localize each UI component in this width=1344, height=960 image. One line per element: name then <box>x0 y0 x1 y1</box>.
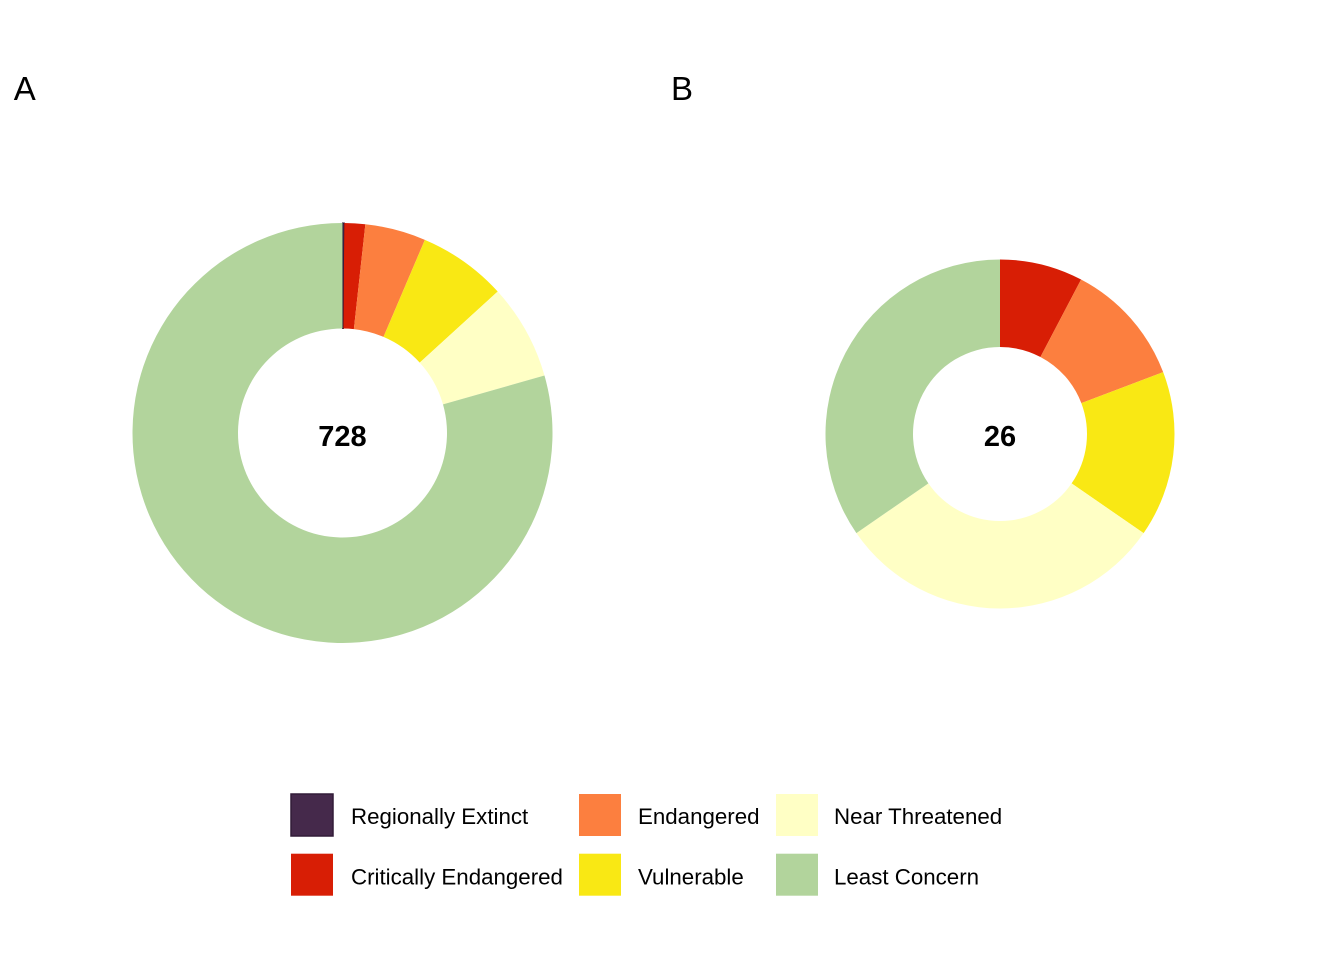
svg-text:728: 728 <box>318 421 366 453</box>
svg-text:Regionally Extinct: Regionally Extinct <box>351 804 529 829</box>
svg-text:26: 26 <box>984 421 1016 453</box>
svg-text:Near Threatened: Near Threatened <box>834 804 1002 829</box>
svg-text:Vulnerable: Vulnerable <box>638 865 744 890</box>
svg-text:Least Concern: Least Concern <box>834 865 979 890</box>
svg-text:B: B <box>671 70 693 107</box>
svg-text:A: A <box>14 70 36 107</box>
svg-text:Critically Endangered: Critically Endangered <box>351 865 563 890</box>
svg-text:Endangered: Endangered <box>638 804 760 829</box>
